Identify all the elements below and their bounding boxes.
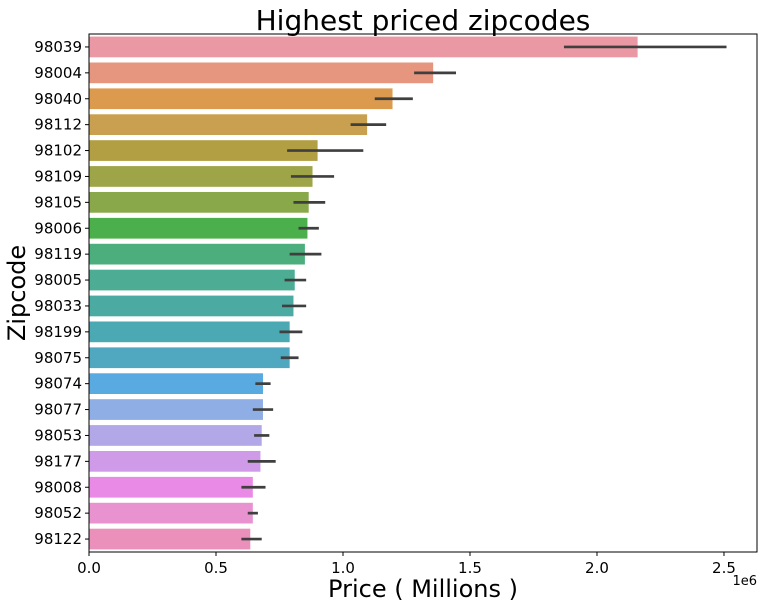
y-tick-label: 98053 (34, 426, 82, 444)
chart-title: Highest priced zipcodes (256, 4, 591, 37)
x-tick-label: 0.5 (204, 559, 228, 577)
bar-98033 (89, 295, 294, 317)
bar-98105 (89, 191, 309, 213)
y-tick-label: 98112 (34, 116, 82, 134)
bar-98102 (89, 140, 318, 161)
bar-98075 (89, 347, 290, 369)
bar-98006 (89, 217, 308, 239)
y-tick-label: 98119 (34, 245, 82, 263)
y-tick-label: 98040 (34, 90, 82, 108)
x-tick-label: 1.0 (331, 559, 355, 577)
y-tick-label: 98074 (34, 375, 82, 393)
bars-group (89, 36, 638, 550)
y-tick-label: 98105 (34, 193, 82, 211)
x-axis-label: Price ( Millions ) (328, 575, 518, 603)
y-tick-label: 98039 (34, 38, 82, 56)
bar-98199 (89, 321, 290, 343)
y-tick-label: 98006 (34, 219, 82, 237)
y-tick-label: 98075 (34, 349, 82, 367)
plot-frame (88, 33, 758, 553)
bar-98122 (89, 528, 251, 550)
y-tick-label: 98122 (34, 530, 82, 548)
x-axis-offset-label: 1e6 (732, 574, 757, 589)
y-tick-label: 98052 (34, 504, 82, 522)
bar-98008 (89, 476, 253, 498)
y-tick-label: 98005 (34, 271, 82, 289)
y-tick-label: 98004 (34, 64, 82, 82)
y-tick-label: 98109 (34, 167, 82, 185)
x-tick-label: 2.5 (712, 559, 736, 577)
x-tick-label: 0.0 (77, 559, 101, 577)
error-bars-group (241, 45, 727, 541)
x-tick-label: 1.5 (458, 559, 482, 577)
y-tick-label: 98177 (34, 452, 82, 470)
bar-98040 (89, 88, 393, 110)
y-tick-label: 98102 (34, 142, 82, 160)
y-axis-ticks: 98039 98004 98040 98112 98102 98109 98105 98006… (34, 38, 89, 548)
bar-98109 (89, 166, 313, 187)
bar-98039 (89, 36, 638, 58)
y-tick-label: 98033 (34, 297, 82, 315)
x-tick-label: 2.0 (585, 559, 609, 577)
y-axis-label: Zipcode (3, 245, 31, 341)
bar-98077 (89, 399, 263, 420)
y-tick-label: 98008 (34, 478, 82, 496)
x-axis-ticks: 0.0 0.5 1.0 1.5 2.0 2.5 (77, 552, 736, 577)
bar-98112 (89, 114, 368, 136)
bar-98004 (89, 62, 434, 84)
bar-98053 (89, 425, 262, 446)
bar-98119 (89, 243, 305, 265)
bar-98074 (89, 373, 263, 395)
bar-98052 (89, 502, 253, 524)
bar-98005 (89, 269, 295, 291)
bar-98177 (89, 450, 261, 472)
y-tick-label: 98077 (34, 401, 82, 419)
y-tick-label: 98199 (34, 323, 82, 341)
